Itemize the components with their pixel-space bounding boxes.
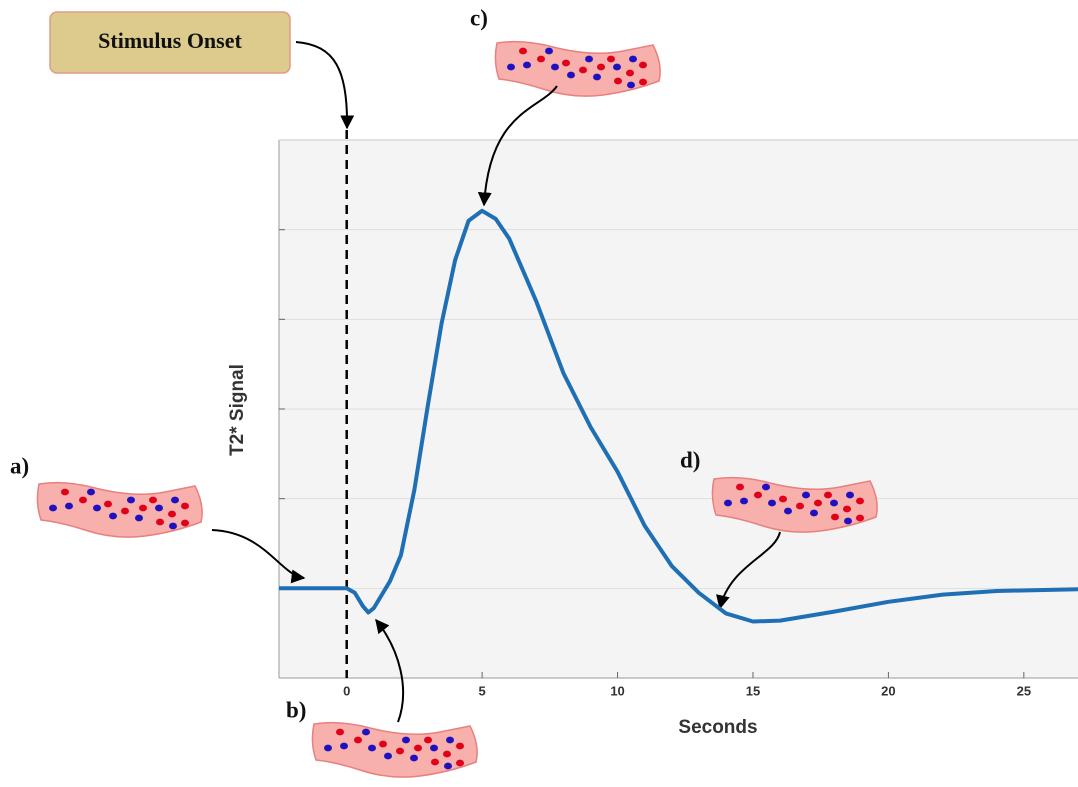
- x-tick-label: 20: [881, 683, 895, 698]
- chart: Stimulus Onset a) b) c) d) T2* Signal Se…: [0, 0, 1078, 787]
- y-axis-label: T2* Signal: [227, 364, 248, 456]
- vessel-icon: [312, 723, 477, 777]
- annotation: c): [470, 5, 488, 30]
- x-tick-label: 0: [343, 683, 350, 698]
- vessel-icon: [37, 483, 202, 537]
- x-tick-label: 25: [1017, 683, 1031, 698]
- annotation: b): [286, 697, 306, 722]
- arrow: [296, 42, 347, 128]
- x-tick-label: 15: [746, 683, 760, 698]
- x-axis-label: Seconds: [678, 717, 757, 738]
- annotation: a): [10, 453, 29, 478]
- annotation: d): [680, 447, 700, 472]
- x-tick-label: 5: [479, 683, 486, 698]
- annotation: Stimulus Onset: [98, 28, 242, 53]
- vessel-icon: [495, 42, 660, 96]
- x-tick-label: 10: [610, 683, 624, 698]
